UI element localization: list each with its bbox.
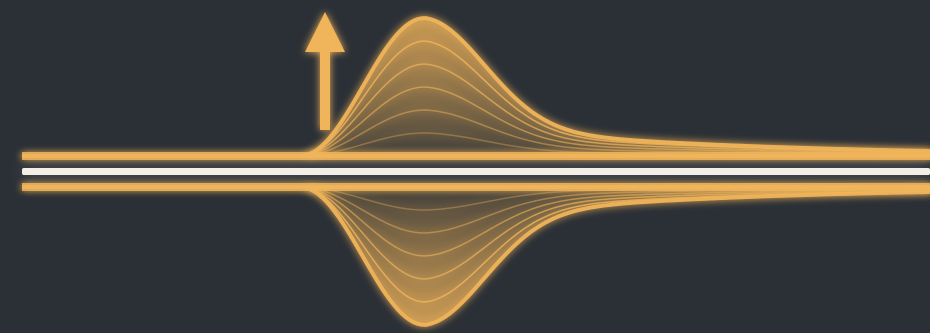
lower-band	[22, 183, 930, 191]
lower-wave	[22, 185, 930, 327]
center-line-glow	[22, 165, 930, 178]
upper-wave-layer	[22, 16, 930, 158]
upper-wave	[22, 16, 930, 158]
upper-band	[22, 152, 930, 160]
lower-wave-layer	[22, 185, 930, 327]
up-arrow-icon	[305, 12, 345, 130]
